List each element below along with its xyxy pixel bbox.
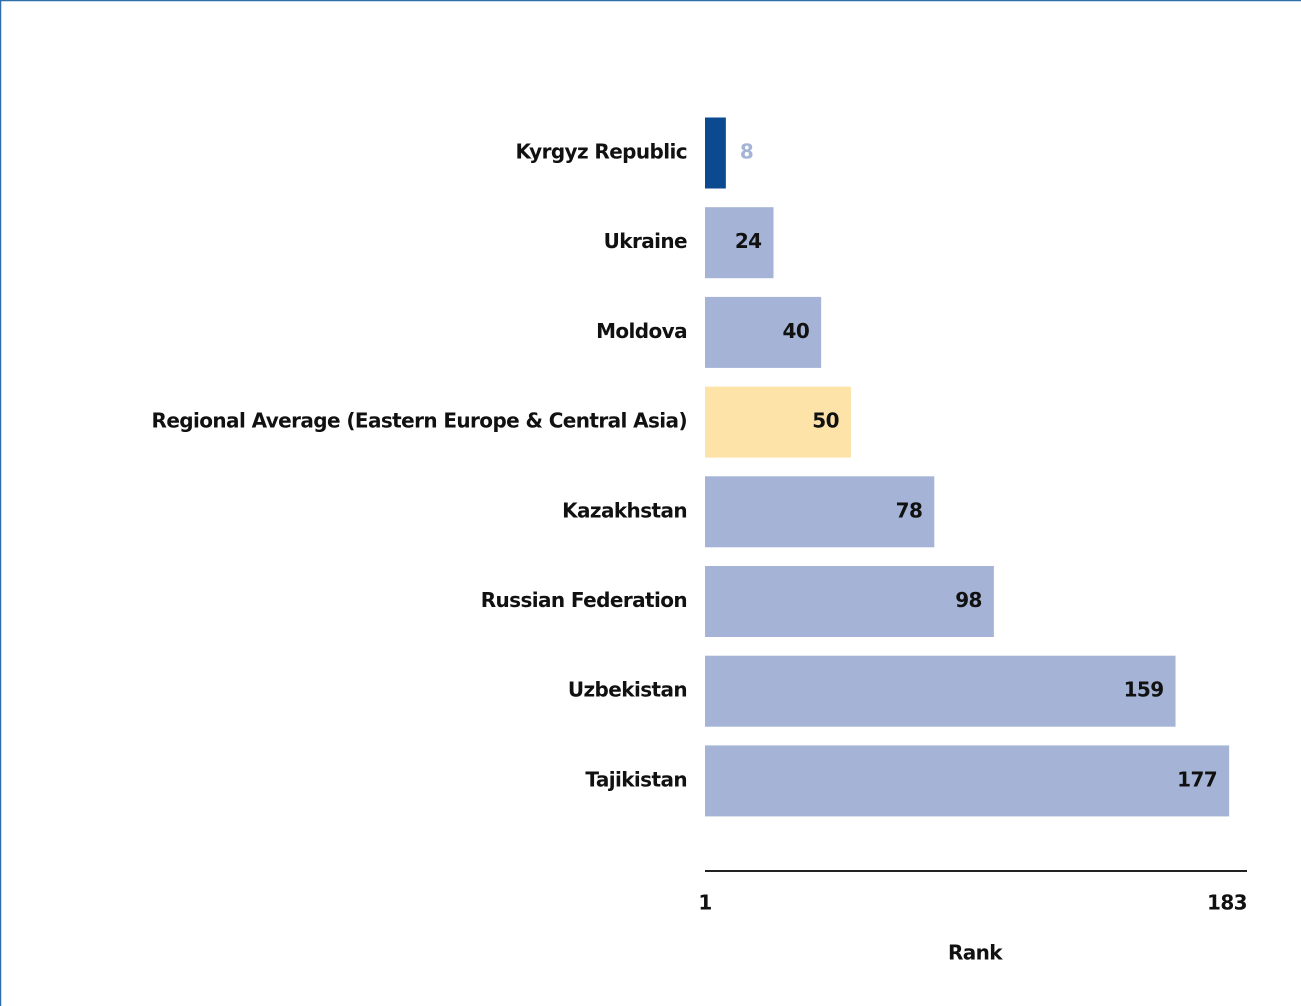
- category-label: Russian Federation: [481, 588, 687, 612]
- bar: [705, 117, 726, 189]
- bar: [705, 386, 851, 458]
- value-label: 8: [740, 140, 753, 164]
- value-label: 24: [735, 229, 762, 253]
- x-tick-label: 183: [1207, 891, 1247, 915]
- bar: [705, 296, 822, 368]
- category-label: Uzbekistan: [568, 678, 687, 702]
- value-label: 177: [1177, 767, 1217, 791]
- value-label: 78: [896, 498, 923, 522]
- bar: [705, 745, 1230, 817]
- bar: [705, 207, 774, 279]
- category-label: Kyrgyz Republic: [516, 140, 687, 164]
- category-label: Kazakhstan: [562, 498, 687, 522]
- bar: [705, 655, 1176, 727]
- bar: [705, 476, 935, 548]
- value-label: 98: [955, 588, 982, 612]
- value-label: 50: [812, 409, 839, 433]
- bar: [705, 566, 994, 637]
- category-label: Ukraine: [604, 229, 687, 253]
- category-label: Tajikistan: [585, 767, 687, 791]
- category-label: Regional Average (Eastern Europe & Centr…: [152, 409, 687, 433]
- value-label: 40: [783, 319, 810, 343]
- x-axis-label: Rank: [948, 941, 1003, 965]
- x-tick-label: 1: [698, 891, 711, 915]
- category-label: Moldova: [596, 319, 687, 343]
- value-label: 159: [1124, 678, 1164, 702]
